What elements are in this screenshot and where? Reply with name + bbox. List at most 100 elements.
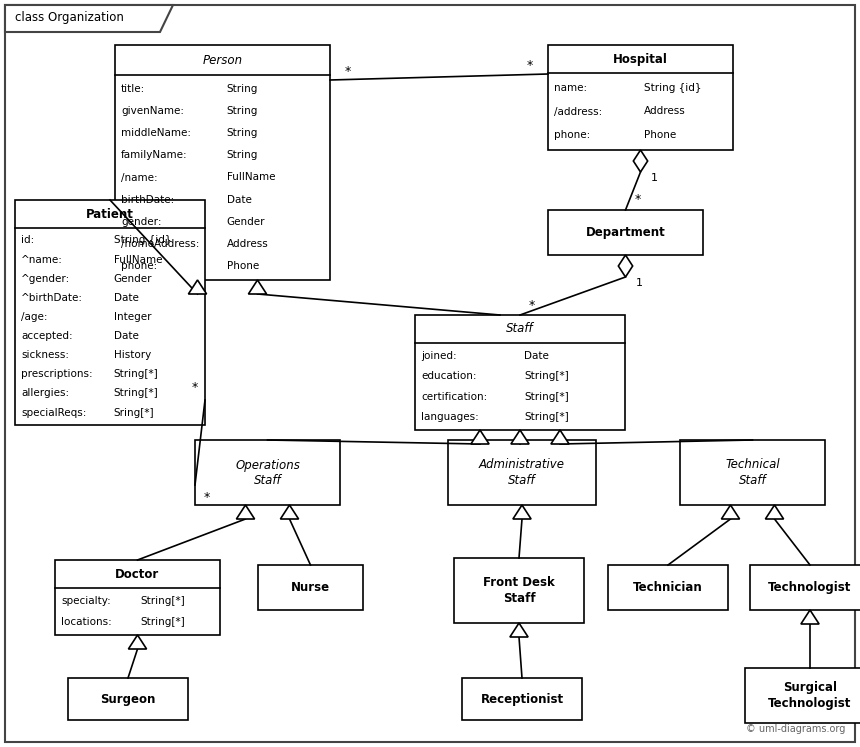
Text: ^name:: ^name: [21,255,63,264]
Text: Hospital: Hospital [613,52,668,66]
Polygon shape [237,505,255,519]
Text: Staff: Staff [507,323,534,335]
Text: Surgical
Technologist: Surgical Technologist [768,681,851,710]
Bar [548,210,703,255]
Polygon shape [510,623,528,637]
Text: familyName:: familyName: [121,150,187,161]
Text: name:: name: [554,83,587,93]
Polygon shape [280,505,298,519]
Text: sickness:: sickness: [21,350,69,360]
Text: String {id}: String {id} [114,235,171,246]
Text: Date: Date [525,351,549,361]
Text: education:: education: [421,371,476,382]
Polygon shape [5,5,173,32]
Bar [462,678,582,720]
Text: birthDate:: birthDate: [121,194,175,205]
Text: © uml-diagrams.org: © uml-diagrams.org [746,724,845,734]
Text: Date: Date [114,331,138,341]
Bar [415,315,625,430]
Text: String {id}: String {id} [644,83,702,93]
Text: givenName:: givenName: [121,106,184,117]
Text: String: String [227,128,258,138]
Text: Integer: Integer [114,312,151,322]
Bar [68,678,188,720]
Text: String[*]: String[*] [141,596,186,607]
Text: *: * [204,491,210,503]
Bar [258,565,363,610]
Polygon shape [249,280,267,294]
Text: Gender: Gender [227,217,265,226]
Text: /age:: /age: [21,312,47,322]
Text: Operations
Staff: Operations Staff [235,459,300,486]
Polygon shape [722,505,740,519]
Text: Phone: Phone [227,261,259,270]
Bar [745,668,860,723]
Text: String[*]: String[*] [525,391,569,402]
Text: *: * [345,66,351,78]
Text: String: String [227,84,258,94]
Text: /name:: /name: [121,173,157,182]
Text: /homeAddress:: /homeAddress: [121,238,200,249]
Bar [448,440,596,505]
Text: certification:: certification: [421,391,488,402]
Text: *: * [529,299,535,311]
Text: History: History [114,350,151,360]
Text: FullName: FullName [114,255,163,264]
Text: /address:: /address: [554,107,602,117]
Text: Doctor: Doctor [115,568,160,580]
Text: specialty:: specialty: [61,596,111,607]
Text: languages:: languages: [421,412,479,422]
Text: String[*]: String[*] [525,412,569,422]
Text: Technologist: Technologist [768,581,851,594]
Text: Department: Department [586,226,666,239]
Polygon shape [551,430,569,444]
Text: Technical
Staff: Technical Staff [725,459,780,486]
Bar [454,558,584,623]
Text: Sring[*]: Sring[*] [114,408,155,418]
Text: Patient: Patient [86,208,134,220]
Text: allergies:: allergies: [21,388,69,398]
Text: Date: Date [227,194,252,205]
Text: String[*]: String[*] [114,369,158,379]
Bar [680,440,825,505]
Text: specialReqs:: specialReqs: [21,408,86,418]
Bar [608,565,728,610]
Polygon shape [471,430,489,444]
Text: phone:: phone: [554,130,590,140]
Text: Address: Address [644,107,686,117]
Polygon shape [765,505,783,519]
Text: *: * [527,60,533,72]
Polygon shape [513,505,531,519]
Text: title:: title: [121,84,145,94]
Text: String[*]: String[*] [114,388,158,398]
Text: Technician: Technician [633,581,703,594]
Text: FullName: FullName [227,173,275,182]
Bar [548,45,733,150]
Bar [15,200,205,425]
Text: Gender: Gender [114,273,152,284]
Text: ^birthDate:: ^birthDate: [21,293,83,303]
Text: class Organization: class Organization [15,11,124,25]
Text: gender:: gender: [121,217,162,226]
Polygon shape [633,150,648,172]
Text: Receptionist: Receptionist [481,692,563,705]
Text: String: String [227,150,258,161]
Text: 1: 1 [651,173,658,183]
Polygon shape [128,635,146,649]
Text: Administrative
Staff: Administrative Staff [479,459,565,486]
Text: 1: 1 [636,278,643,288]
Text: accepted:: accepted: [21,331,72,341]
Polygon shape [801,610,819,624]
Text: ^gender:: ^gender: [21,273,71,284]
Text: phone:: phone: [121,261,157,270]
Text: Front Desk
Staff: Front Desk Staff [483,577,555,604]
Text: String: String [227,106,258,117]
Text: *: * [192,382,198,394]
Text: Person: Person [202,54,243,66]
Bar [115,45,330,280]
Text: *: * [635,193,641,206]
Text: id:: id: [21,235,34,246]
Polygon shape [188,280,206,294]
Text: Surgeon: Surgeon [101,692,156,705]
Text: Date: Date [114,293,138,303]
